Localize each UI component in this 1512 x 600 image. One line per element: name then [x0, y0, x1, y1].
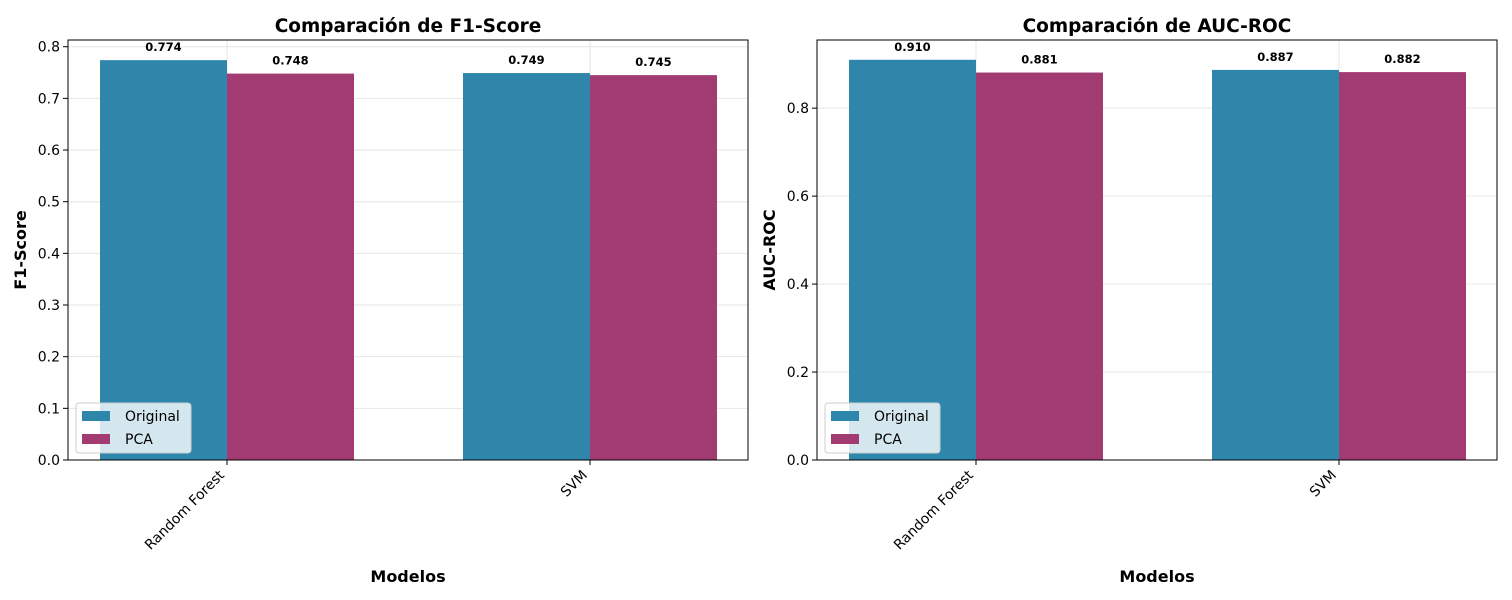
- y-axis-title: AUC-ROC: [760, 209, 779, 290]
- legend-swatch-pca: [82, 434, 110, 444]
- data-label: 0.749: [508, 53, 544, 67]
- x-tick-label: Random Forest: [142, 467, 228, 553]
- bar-pca-svm: [590, 75, 717, 460]
- y-tick-label: 0.8: [38, 40, 60, 56]
- y-tick-label: 0.7: [38, 91, 60, 107]
- bar-original-random-forest: [100, 60, 227, 460]
- x-axis-title: Modelos: [1119, 567, 1194, 586]
- data-label: 0.910: [894, 40, 930, 54]
- data-label: 0.882: [1384, 52, 1420, 66]
- data-label: 0.745: [635, 55, 671, 69]
- legend-label: PCA: [874, 432, 902, 448]
- chart-title: Comparación de F1-Score: [275, 16, 542, 37]
- bar-pca-random-forest: [976, 72, 1103, 461]
- y-tick-label: 0.4: [787, 277, 809, 293]
- data-label: 0.774: [145, 40, 181, 54]
- y-tick-label: 0.0: [787, 453, 809, 469]
- bar-original-random-forest: [849, 59, 976, 460]
- x-tick-label: SVM: [1307, 468, 1340, 501]
- x-tick-label: Random Forest: [891, 467, 977, 553]
- y-tick-label: 0.3: [38, 298, 60, 314]
- x-axis-title: Modelos: [370, 567, 445, 586]
- data-label: 0.881: [1021, 53, 1057, 67]
- bar-pca-svm: [1339, 72, 1466, 461]
- legend: Original PCA: [75, 402, 192, 454]
- data-label: 0.748: [272, 54, 308, 68]
- bar-original-svm: [1212, 69, 1339, 460]
- legend-swatch-original: [82, 411, 110, 421]
- y-tick-label: 0.2: [787, 365, 809, 381]
- chart-panel-1: 0.0 0.1 0.2 0.3 0.4 0.5 0.6 0.7 0.8 0.774 0.749 0.7…: [11, 16, 749, 586]
- y-tick-label: 0.6: [787, 189, 809, 205]
- y-tick-label: 0.4: [38, 246, 60, 262]
- y-tick-label: 0.6: [38, 143, 60, 159]
- y-tick-label: 0.8: [787, 101, 809, 117]
- legend-label: Original: [874, 409, 929, 425]
- legend-label: PCA: [125, 432, 153, 448]
- y-tick-label: 0.0: [38, 453, 60, 469]
- plot-frame: [816, 39, 1498, 461]
- data-label: 0.887: [1257, 50, 1293, 64]
- y-tick-label: 0.5: [38, 195, 60, 211]
- y-axis-title: F1-Score: [11, 210, 30, 290]
- legend-label: Original: [125, 409, 180, 425]
- legend-swatch-original: [831, 411, 859, 421]
- chart-title: Comparación de AUC-ROC: [1023, 16, 1292, 37]
- chart-panel-2: 0.0 0.2 0.4 0.6 0.8 0.910 0.887 0.881 0.882 Rando…: [760, 16, 1498, 586]
- legend-swatch-pca: [831, 434, 859, 444]
- bar-original-svm: [463, 73, 590, 460]
- legend: Original PCA: [824, 402, 941, 454]
- y-tick-label: 0.2: [38, 350, 60, 366]
- x-tick-label: SVM: [558, 468, 591, 501]
- plot-frame: [67, 39, 749, 461]
- y-tick-label: 0.1: [38, 401, 60, 417]
- bar-pca-random-forest: [227, 73, 354, 460]
